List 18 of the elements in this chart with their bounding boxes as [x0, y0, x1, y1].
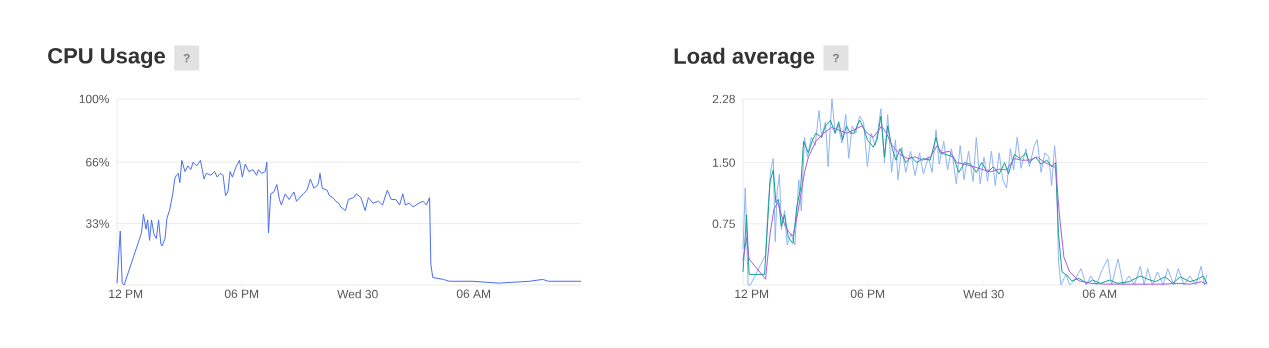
x-tick-label: 12 PM [109, 289, 143, 298]
text: ? [832, 53, 839, 63]
x-tick-label: 06 AM [456, 289, 491, 299]
text: ? [183, 53, 190, 63]
y-tick-label: 2.28 [712, 94, 735, 104]
y-tick-label: 0.75 [712, 219, 735, 229]
y-tick-label: 66% [86, 157, 110, 167]
y-tick-label: 33% [85, 219, 110, 228]
x-tick-label: 12 PM [735, 289, 769, 298]
x-tick-label: Wed 30 [963, 289, 1004, 299]
x-tick-label: 06 AM [1082, 289, 1117, 299]
y-tick-label: 100% [79, 94, 110, 104]
chart-title: Load average [674, 47, 815, 69]
x-tick-label: 06 PM [850, 289, 885, 299]
chart-title: CPU Usage [48, 47, 166, 68]
x-tick-label: 06 PM [224, 289, 259, 299]
x-tick-label: Wed 30 [337, 289, 378, 299]
y-tick-label: 1.50 [713, 158, 736, 167]
